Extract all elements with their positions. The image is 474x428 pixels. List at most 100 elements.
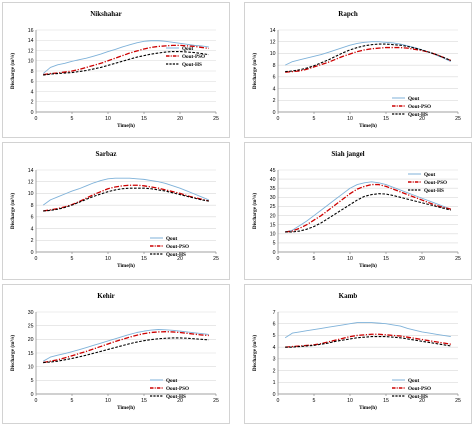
chart-svg-siah-jangel: Siah jangel 0 5 10 15 20 25 30 35 40 45 0 5 10 15 20 25 T…	[244, 142, 472, 280]
y-tick-label: 3	[273, 357, 276, 363]
series-line-qout-hs	[43, 50, 209, 76]
x-tick-label: 0	[35, 116, 38, 122]
y-tick-label: 14	[270, 28, 276, 34]
legend-entry-qout: Qout	[408, 378, 420, 384]
x-tick-label: 5	[71, 398, 74, 404]
y-tick-label: 5	[31, 378, 34, 384]
legend-entry-qout: Qout	[408, 96, 420, 102]
y-tick-label: 45	[270, 168, 276, 174]
y-tick-label: 0	[31, 250, 34, 256]
y-tick-label: 1	[273, 380, 276, 386]
chart-title: Sarbaz	[96, 150, 117, 158]
series-line-oout-pso	[43, 44, 209, 76]
chart-panel-kehir: Kehir 0 5 10 15 20 25 30 0 5 10 15 20 25 Time(h) Discha…	[2, 284, 230, 424]
legend-entry-qout-hs: Qout-HS	[408, 112, 428, 118]
y-axis-label: Discharge (m³/s)	[251, 193, 258, 230]
x-axis-label: Time(h)	[117, 404, 135, 411]
y-tick-label: 4	[31, 89, 34, 95]
series-line-qout-hs	[285, 193, 451, 233]
chart-frame	[2, 284, 230, 424]
legend-entry-oout-pso: Oout-PSO	[408, 104, 431, 110]
chart-svg-kamb: Kamb 0 1 2 3 4 5 6 7 0 5 10 15 20 25 Time(h) Discharge (…	[244, 284, 472, 424]
x-tick-label: 25	[455, 116, 461, 122]
chart-title: Rapch	[338, 10, 358, 18]
y-tick-label: 0	[273, 250, 276, 256]
chart-svg-nikshahar: Nikshahar 0 2 4 6 8 10 12 14 16 0 5 10 15 20 25 Time(h) D…	[2, 2, 230, 138]
chart-panel-sarbaz: Sarbaz 0 2 4 6 8 10 12 14 0 5 10 15 20 25 Time(h) Discha…	[2, 142, 230, 280]
y-tick-label: 12	[28, 48, 34, 54]
x-tick-label: 10	[347, 256, 353, 262]
x-tick-label: 25	[213, 398, 219, 404]
x-tick-label: 0	[277, 398, 280, 404]
x-tick-label: 0	[35, 398, 38, 404]
y-tick-label: 12	[28, 180, 34, 186]
legend-entry-qout-hs: Qout-HS	[408, 394, 428, 400]
y-tick-label: 6	[31, 215, 34, 221]
y-tick-label: 0	[273, 110, 276, 116]
x-tick-label: 5	[313, 256, 316, 262]
y-tick-label: 16	[28, 28, 34, 34]
chart-title: Kamb	[339, 292, 358, 300]
x-tick-label: 15	[383, 256, 389, 262]
x-axis-label: Time(h)	[359, 404, 377, 411]
series-line-oout-pso	[43, 331, 209, 364]
y-tick-label: 12	[270, 40, 276, 46]
series-line-oout-pso	[43, 184, 209, 212]
y-tick-label: 10	[270, 232, 276, 238]
y-tick-label: 10	[28, 364, 34, 370]
chart-frame	[2, 2, 230, 138]
x-tick-label: 10	[105, 256, 111, 262]
x-tick-label: 10	[347, 116, 353, 122]
y-tick-label: 10	[28, 59, 34, 65]
y-axis-label: Discharge (m³/s)	[251, 53, 258, 90]
y-tick-label: 20	[270, 213, 276, 219]
chart-svg-sarbaz: Sarbaz 0 2 4 6 8 10 12 14 0 5 10 15 20 25 Time(h) Discha…	[2, 142, 230, 280]
x-tick-label: 25	[455, 256, 461, 262]
x-tick-label: 25	[213, 116, 219, 122]
y-tick-label: 4	[273, 345, 276, 351]
x-tick-label: 20	[419, 256, 425, 262]
legend-entry-oout-pso: Oout-PSO	[166, 244, 189, 250]
y-tick-label: 5	[273, 241, 276, 247]
y-tick-label: 5	[273, 333, 276, 339]
x-tick-label: 10	[347, 398, 353, 404]
legend-entry-qout-hs: Qout-HS	[424, 188, 444, 194]
series-line-qout	[42, 329, 209, 362]
y-tick-label: 10	[28, 191, 34, 197]
y-axis-label: Discharge (m³/s)	[9, 53, 16, 90]
y-tick-label: 4	[31, 226, 34, 232]
chart-frame	[244, 142, 472, 280]
chart-frame	[244, 284, 472, 424]
x-tick-label: 20	[177, 256, 183, 262]
y-tick-label: 10	[270, 51, 276, 57]
legend-entry-qout-hs: Qout-HS	[166, 252, 186, 258]
legend-entry-qout: Qout	[166, 236, 178, 242]
series-line-qout	[42, 40, 209, 74]
y-tick-label: 8	[273, 63, 276, 69]
chart-title: Siah jangel	[331, 150, 364, 158]
x-tick-label: 15	[141, 116, 147, 122]
x-tick-label: 5	[71, 256, 74, 262]
chart-panel-nikshahar: Nikshahar 0 2 4 6 8 10 12 14 16 0 5 10 15 20 25 Time(h) D…	[2, 2, 230, 138]
chart-svg-rapch: Rapch 0 2 4 6 8 10 12 14 0 5 10 15 20 25 Time(h) Dischar…	[244, 2, 472, 138]
series-line-qout	[42, 177, 209, 206]
y-tick-label: 8	[31, 69, 34, 75]
legend-entry-qout: Qout	[166, 378, 178, 384]
chart-panel-siah-jangel: Siah jangel 0 5 10 15 20 25 30 35 40 45 0 5 10 15 20 25 T…	[244, 142, 472, 280]
y-tick-label: 15	[270, 222, 276, 228]
chart-frame	[2, 142, 230, 280]
chart-title: Kehir	[97, 292, 115, 300]
chart-svg-kehir: Kehir 0 5 10 15 20 25 30 0 5 10 15 20 25 Time(h) Discha…	[2, 284, 230, 424]
x-axis-label: Time(h)	[359, 122, 377, 129]
y-tick-label: 40	[270, 177, 276, 183]
x-tick-label: 15	[383, 116, 389, 122]
series-line-oout-pso	[285, 183, 451, 233]
chart-title: Nikshahar	[90, 10, 122, 18]
chart-panel-kamb: Kamb 0 1 2 3 4 5 6 7 0 5 10 15 20 25 Time(h) Discharge (…	[244, 284, 472, 424]
y-axis-label: Discharge (m³/s)	[9, 335, 16, 372]
x-tick-label: 10	[105, 116, 111, 122]
y-tick-label: 35	[270, 186, 276, 192]
x-axis-label: Time(h)	[117, 262, 135, 269]
series-line-qout-hs	[285, 43, 452, 73]
